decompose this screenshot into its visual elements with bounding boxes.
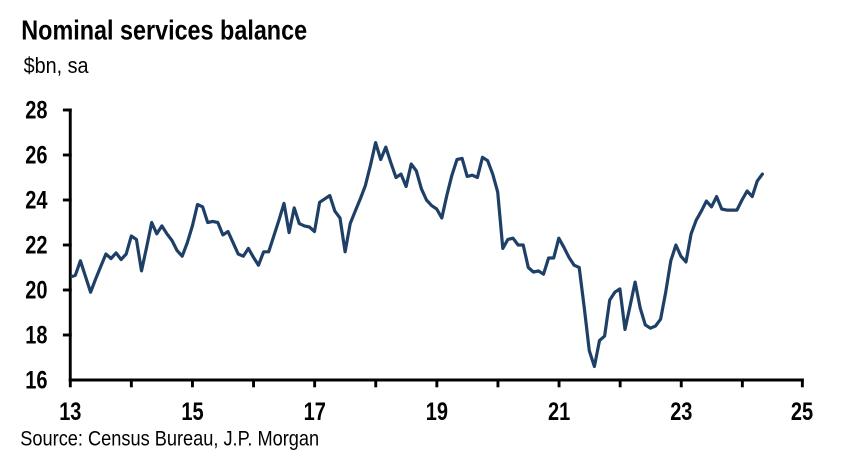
- svg-text:23: 23: [670, 398, 692, 426]
- svg-text:15: 15: [181, 398, 203, 426]
- svg-text:20: 20: [25, 276, 47, 304]
- svg-text:13: 13: [59, 398, 81, 426]
- svg-text:Nominal services balance: Nominal services balance: [21, 16, 307, 46]
- svg-text:16: 16: [25, 366, 47, 394]
- svg-text:28: 28: [25, 96, 47, 124]
- svg-text:$bn, sa: $bn, sa: [24, 54, 89, 78]
- svg-text:17: 17: [304, 398, 326, 426]
- svg-text:19: 19: [426, 398, 448, 426]
- svg-text:21: 21: [548, 398, 570, 426]
- svg-text:25: 25: [791, 398, 813, 426]
- svg-text:22: 22: [25, 231, 47, 259]
- svg-text:Source: Census Bureau, J.P. Mo: Source: Census Bureau, J.P. Morgan: [20, 427, 319, 451]
- svg-text:24: 24: [25, 186, 48, 214]
- svg-text:18: 18: [25, 321, 47, 349]
- svg-text:26: 26: [25, 141, 47, 169]
